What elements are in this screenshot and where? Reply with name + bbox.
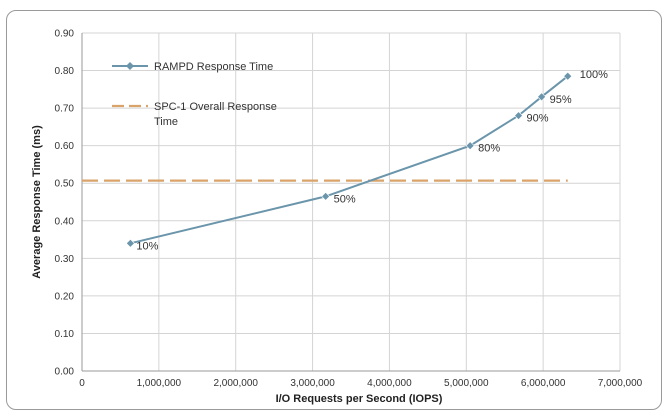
data-point-label: 50% [334,193,356,205]
y-tick-label: 0.50 [55,179,75,190]
data-point-label: 95% [550,94,572,106]
x-tick-label: 0 [79,378,85,389]
grid [81,32,621,372]
data-point-label: 90% [527,113,549,125]
data-point-marker [514,111,523,121]
data-labels: 10% 50% 80% 90%95% 100% [136,69,608,252]
x-tick-label: 7,000,000 [598,378,643,389]
x-tick-labels: 0 1,000,000 2,000,000 3,000,000 4,000,000 5,0… [79,378,642,389]
rampd-series-line [130,75,569,245]
y-tick-label: 0.60 [55,141,75,152]
data-point-marker [321,191,331,201]
chart-frame [6,10,662,410]
x-tick-label: 6,000,000 [521,378,566,389]
x-tick-label: 5,000,000 [444,378,489,389]
y-tick-labels: 0.00 0.10 0.20 0.30 0.40 0.50 0.60 0.70 0.80 0.90 [55,29,75,378]
y-axis-title: Average Response Time (ms) [31,125,43,279]
y-tick-label: 0.90 [55,29,75,40]
y-tick-label: 0.80 [55,66,75,77]
y-tick-label: 0.10 [55,329,75,340]
x-tick-label: 1,000,000 [137,378,182,389]
y-tick-label: 0.20 [55,291,75,302]
data-point-marker [465,141,475,151]
data-point-label: 10% [136,240,158,252]
data-point-label: 100% [580,69,608,81]
y-tick-label: 0.00 [55,367,75,378]
x-axis-title: I/O Requests per Second (IOPS) [276,393,443,405]
x-tick-label: 3,000,000 [290,378,335,389]
x-tick-label: 2,000,000 [213,378,258,389]
data-point-marker [537,92,547,102]
data-point-marker [563,71,573,81]
legend: RAMPD Response Time SPC-1 Overall Respons… [112,61,277,128]
data-point-label: 80% [478,143,500,155]
legend-spc1-label: SPC-1 Overall Response Time [154,101,277,128]
series [82,71,573,248]
y-tick-label: 0.70 [55,104,75,115]
y-tick-label: 0.40 [55,216,75,227]
data-point-marker [125,238,135,248]
legend-rampd-label: RAMPD Response Time [154,61,273,73]
y-tick-label: 0.30 [55,254,75,265]
x-tick-label: 4,000,000 [367,378,412,389]
legend-rampd-marker [126,62,134,70]
